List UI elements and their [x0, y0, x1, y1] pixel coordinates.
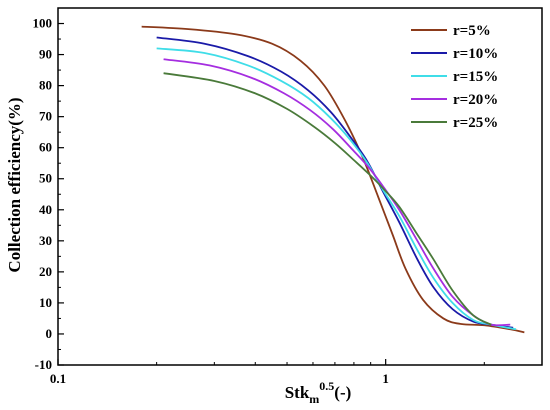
x-axis-ticks: 0.1 1: [50, 359, 543, 386]
series-lines: [141, 25, 525, 334]
y-tick-label: 0: [46, 326, 53, 341]
y-tick-label: 70: [39, 109, 52, 124]
x-axis-label-base: Stk: [285, 383, 310, 402]
y-axis-label: Collection efficiency(%): [5, 97, 24, 272]
series-line-r-5-: [141, 25, 525, 334]
series-line-r-20-: [163, 58, 511, 327]
legend-label: r=10%: [453, 46, 498, 62]
legend-label: r=5%: [453, 23, 491, 39]
y-tick-label: 40: [39, 202, 52, 217]
y-tick-label: 80: [39, 78, 52, 93]
y-tick-label: 90: [39, 47, 52, 62]
y-tick-label: 30: [39, 233, 52, 248]
y-tick-label: 100: [33, 16, 53, 31]
legend-label: r=25%: [453, 115, 498, 131]
legend: r=5% r=10% r=15% r=20% r=25%: [411, 23, 498, 131]
x-axis-label-sup: 0.5: [319, 379, 334, 393]
legend-label: r=15%: [453, 69, 498, 85]
y-axis-ticks: -10 0 10 20 30 40 50 60 70 80 90 100: [33, 16, 64, 372]
y-tick-label: 50: [39, 171, 52, 186]
y-tick-label: 60: [39, 140, 52, 155]
x-axis-label-tail: (-): [334, 383, 351, 402]
y-tick-label: 10: [39, 295, 52, 310]
x-axis-label: Stkm0.5(-): [285, 379, 352, 406]
y-tick-label: 20: [39, 264, 52, 279]
x-tick-label: 1: [382, 371, 389, 386]
series-line-r-25-: [163, 72, 492, 326]
legend-label: r=20%: [453, 92, 498, 108]
x-tick-label: 0.1: [50, 371, 66, 386]
y-tick-label: -10: [35, 357, 52, 372]
plot-frame: [57, 7, 543, 366]
series-line-r-15-: [156, 47, 517, 331]
x-axis-label-sub: m: [309, 392, 319, 406]
